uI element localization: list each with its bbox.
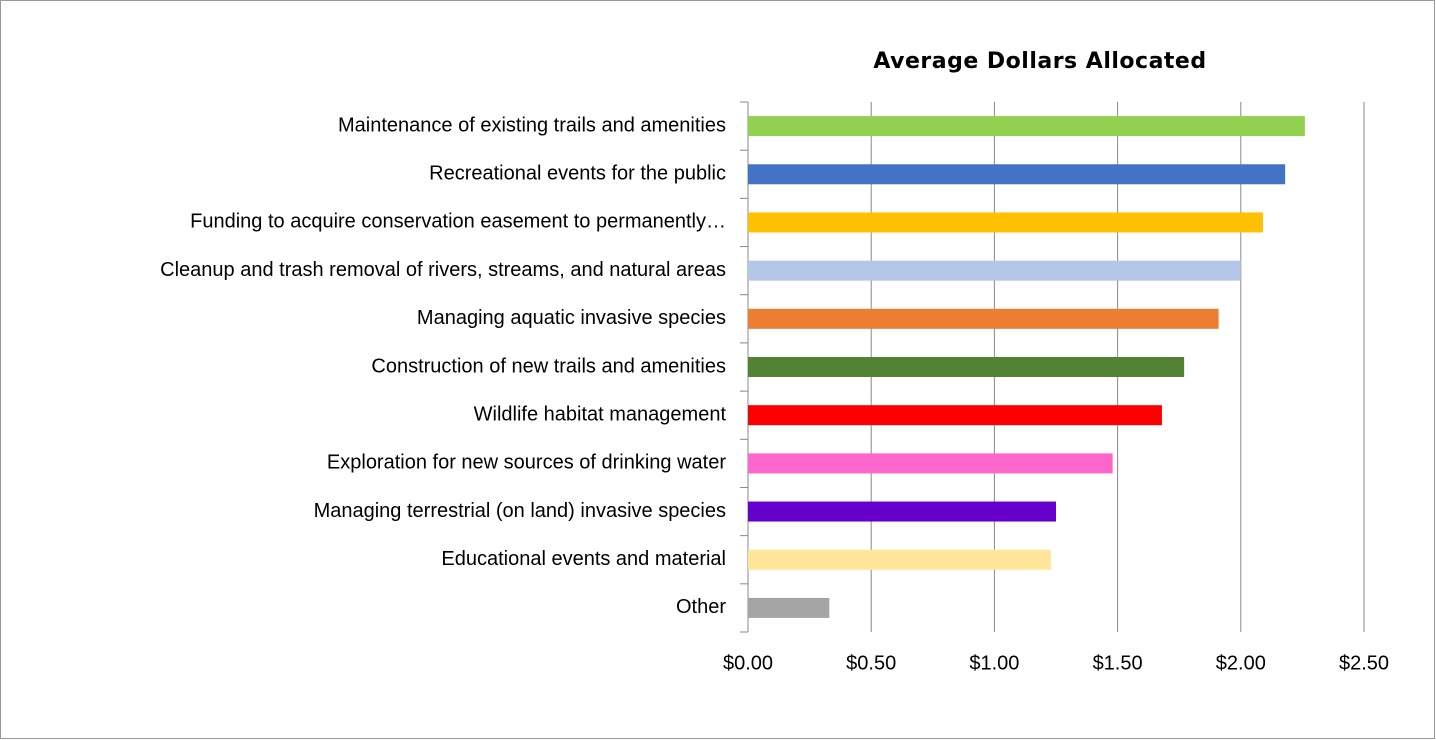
y-tick-label: Funding to acquire conservation easement… (190, 211, 726, 233)
x-tick-label: $0.00 (723, 652, 773, 674)
y-tick-label: Other (676, 596, 726, 618)
y-tick-label: Exploration for new sources of drinking … (327, 452, 726, 474)
y-tick-label: Wildlife habitat management (474, 403, 727, 425)
y-tick-label: Cleanup and trash removal of rivers, str… (160, 259, 726, 281)
bar (748, 308, 1219, 329)
chart-title: Average Dollars Allocated (873, 49, 1206, 74)
x-tick-label: $1.50 (1093, 652, 1143, 674)
bar (748, 260, 1241, 281)
y-tick-label: Educational events and material (441, 548, 726, 570)
bar (748, 549, 1052, 570)
bar (748, 357, 1185, 377)
x-tick-label: $2.50 (1339, 652, 1389, 674)
y-tick-label: Construction of new trails and amenities (371, 355, 726, 377)
bar (748, 164, 1286, 185)
bar (748, 501, 1056, 522)
bar (748, 212, 1263, 233)
x-tick-label: $1.00 (969, 652, 1019, 674)
x-tick-label: $0.50 (846, 652, 896, 674)
bar (748, 597, 830, 618)
y-tick-label: Managing aquatic invasive species (417, 307, 726, 329)
bar (748, 116, 1305, 137)
bar (748, 453, 1113, 474)
y-tick-label: Managing terrestrial (on land) invasive … (314, 500, 726, 522)
y-tick-label: Recreational events for the public (429, 163, 726, 185)
y-tick-label: Maintenance of existing trails and ameni… (338, 114, 726, 136)
x-tick-label: $2.00 (1216, 652, 1266, 674)
bar (748, 405, 1162, 426)
